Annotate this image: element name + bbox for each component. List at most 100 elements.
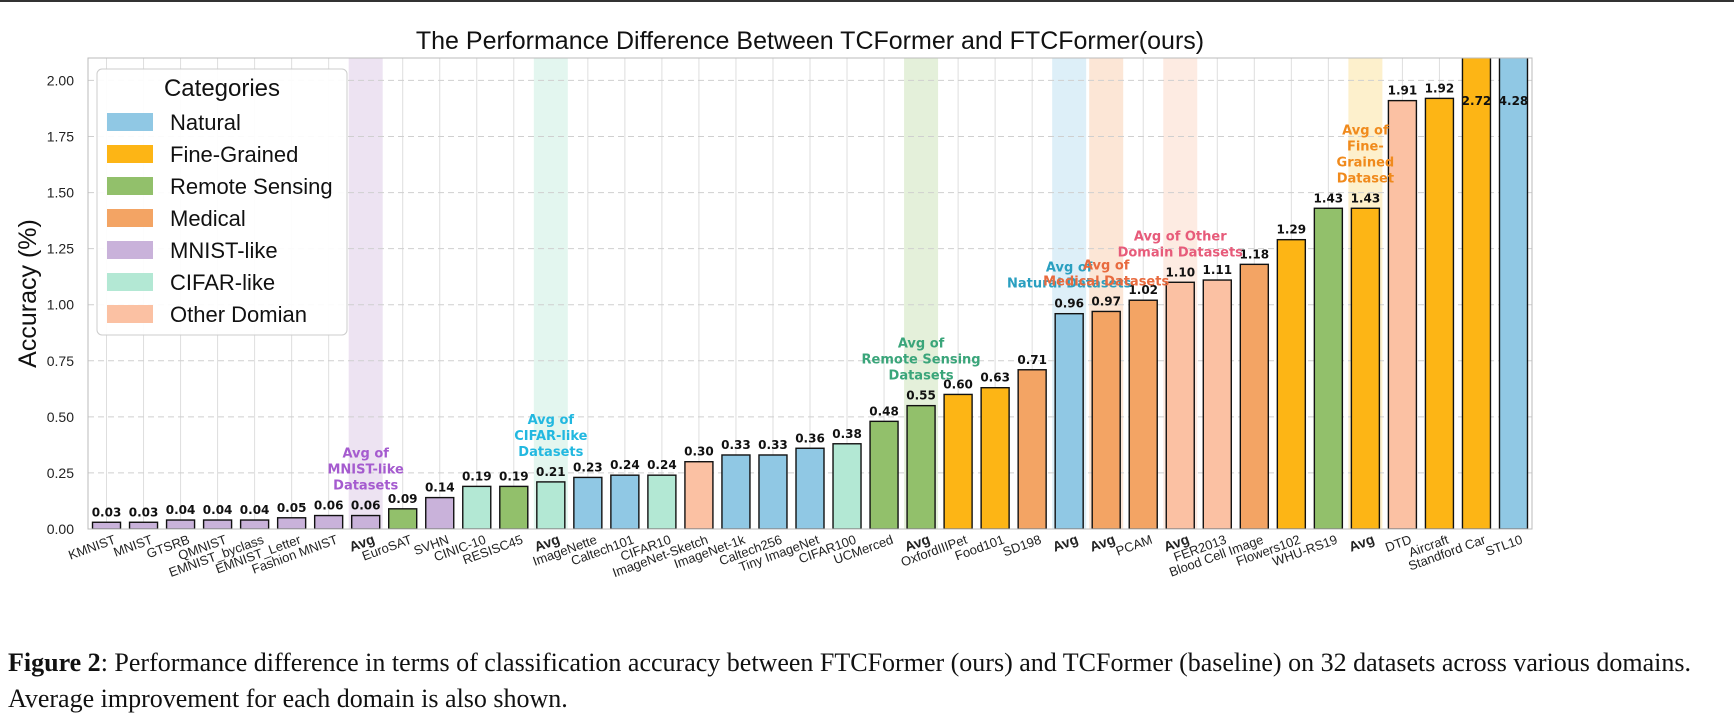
avg-annotation-line: Domain Datasets — [1118, 245, 1244, 260]
bar — [795, 447, 825, 529]
avg-annotation-line: Natural Datasets — [1007, 277, 1132, 292]
avg-annotation: Avg of Other Domain Datasets — [1118, 229, 1244, 260]
legend-swatch — [107, 273, 153, 291]
avg-annotation-line: Avg of — [528, 413, 575, 428]
avg-annotation: Avg of Fine-Grained Dataset — [1337, 123, 1395, 186]
bar-value-label: 4.28 — [1499, 94, 1529, 108]
x-tick-label: Avg — [1347, 531, 1377, 555]
bar-value-label: 0.21 — [536, 465, 566, 479]
top-rule — [0, 0, 1734, 2]
y-tick-label: 1.50 — [47, 185, 74, 201]
avg-annotation-line: Grained — [1337, 155, 1395, 170]
x-tick-label: SD198 — [1001, 532, 1043, 560]
bar-value-label: 0.06 — [351, 499, 381, 513]
y-tick-label: 0.50 — [47, 409, 74, 425]
bar-value-label: 0.05 — [277, 501, 307, 515]
bar — [610, 474, 640, 529]
avg-annotation-line: Datasets — [333, 479, 398, 494]
avg-annotation-line: Datasets — [518, 445, 583, 460]
bar — [462, 485, 492, 529]
bar — [832, 443, 862, 529]
legend-box — [96, 68, 348, 336]
bar — [350, 514, 381, 529]
legend-swatch — [107, 177, 153, 195]
bar — [758, 454, 788, 529]
bar — [573, 476, 603, 529]
plot-frame — [87, 57, 1533, 530]
bar-value-label: 1.18 — [1240, 247, 1270, 261]
bar — [980, 387, 1010, 529]
caption-text: : Performance difference in terms of cla… — [8, 648, 1691, 713]
bar — [499, 485, 529, 529]
bar — [313, 514, 344, 529]
avg-annotation-line: Fine- — [1347, 139, 1384, 154]
y-tick-label: 0.00 — [47, 521, 74, 537]
bar-value-label: 1.43 — [1314, 191, 1344, 205]
bar-value-label: 0.48 — [869, 404, 899, 418]
bar — [943, 393, 973, 529]
bar — [1239, 263, 1270, 529]
bar — [239, 519, 270, 529]
avg-annotation-line: MNIST-like — [327, 463, 404, 478]
bar-value-label: 0.23 — [573, 460, 603, 474]
avg-annotation-line: Dataset — [1337, 171, 1394, 186]
avg-annotation: Avg of Remote Sensing Datasets — [862, 337, 981, 384]
avg-highlight-band — [348, 58, 383, 529]
avg-annotation-line: Remote Sensing — [862, 353, 981, 368]
figure-caption: Figure 2: Performance difference in term… — [8, 645, 1723, 717]
bar-value-label: 0.03 — [92, 505, 122, 519]
bar-value-label: 1.29 — [1277, 223, 1307, 237]
avg-annotation: Avg of CIFAR-like Datasets — [514, 413, 587, 460]
bar — [202, 519, 233, 529]
y-tick-label: 0.25 — [47, 465, 74, 481]
legend-label: CIFAR-like — [170, 270, 275, 295]
bar-value-label: 1.91 — [1388, 84, 1418, 98]
bar-value-label: 0.38 — [832, 427, 862, 441]
accuracy-difference-chart: 0.00 0.25 0.50 0.75 1.00 1.25 1.50 1.75 2.00 0.03… — [14, 27, 1533, 580]
bar — [388, 508, 418, 529]
bar-value-label: 0.55 — [906, 389, 936, 403]
bar-value-label: 0.24 — [610, 458, 640, 472]
legend-label: Fine-Grained — [170, 142, 298, 167]
bar — [1054, 312, 1084, 529]
bar — [647, 474, 677, 529]
bar-value-label: 0.09 — [388, 492, 418, 506]
avg-annotation-line: CIFAR-like — [514, 429, 587, 444]
avg-annotation: Avg of MNIST-like Datasets — [327, 447, 404, 494]
avg-annotation-line: Medical Datasets — [1043, 274, 1169, 289]
legend-title: Categories — [164, 75, 280, 102]
legend-swatch — [107, 113, 153, 131]
bar — [1276, 238, 1307, 529]
avg-annotation-line: Avg of — [1342, 123, 1389, 138]
avg-annotation-line: Avg of Other — [1134, 229, 1227, 244]
x-tick-label: Avg — [1087, 531, 1117, 555]
y-axis-label: Accuracy (%) — [14, 219, 42, 368]
bar-value-label: 0.30 — [684, 445, 714, 459]
bar-value-label: 1.10 — [1165, 265, 1195, 279]
avg-annotation-line: Datasets — [889, 369, 954, 384]
bar — [1017, 369, 1047, 529]
legend-swatch — [107, 145, 153, 163]
bar — [276, 517, 307, 529]
avg-annotation-line: Avg of — [1083, 258, 1130, 273]
bar — [869, 420, 899, 529]
bar-value-label: 0.04 — [203, 503, 233, 517]
bar-value-label: 1.11 — [1202, 263, 1232, 277]
bar — [1498, 58, 1529, 529]
avg-annotation-line: Avg of — [898, 337, 945, 352]
bar — [165, 519, 196, 529]
bar-value-label: 0.19 — [499, 469, 529, 483]
bar — [1313, 207, 1344, 529]
bar — [721, 454, 751, 529]
bar-value-label: 0.19 — [462, 469, 492, 483]
bar — [1091, 310, 1121, 529]
x-tick-label: STL10 — [1483, 532, 1524, 559]
y-tick-label: 2.00 — [47, 72, 74, 88]
bar — [1350, 207, 1381, 529]
legend-swatch — [107, 305, 153, 323]
bar — [1461, 58, 1492, 529]
bar-value-label: 0.14 — [425, 481, 455, 495]
bar-value-label: 0.03 — [129, 505, 159, 519]
y-tick-label: 0.75 — [47, 353, 74, 369]
y-tick-label: 1.00 — [47, 297, 74, 313]
